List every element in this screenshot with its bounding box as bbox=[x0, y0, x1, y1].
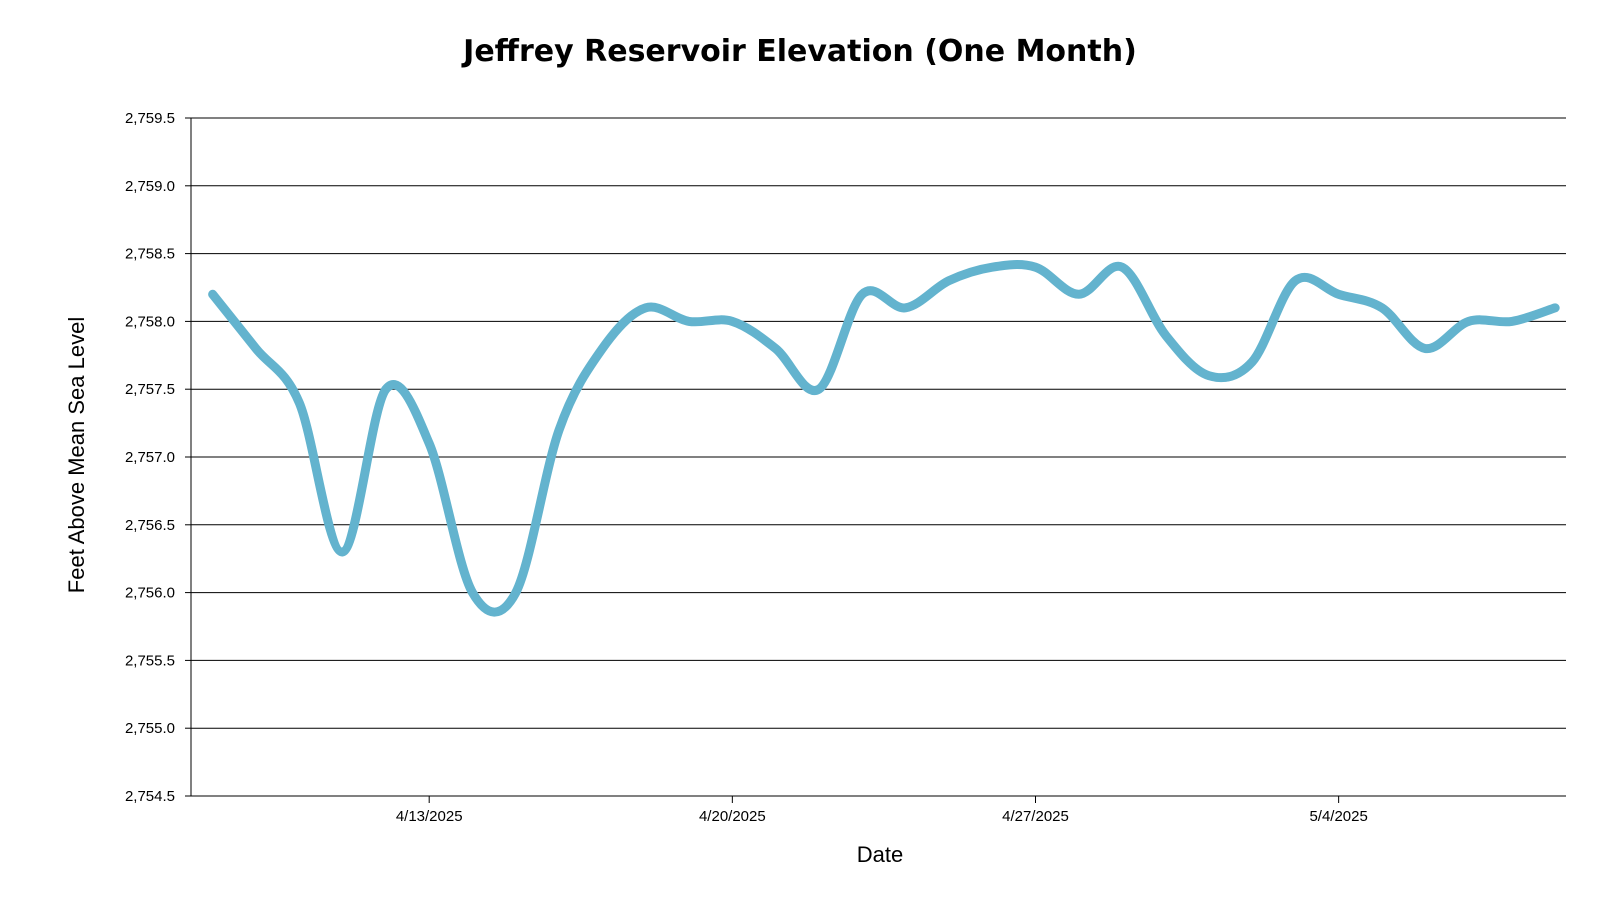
y-tick-label: 2,759.5 bbox=[125, 110, 175, 127]
y-axis-label: Feet Above Mean Sea Level bbox=[64, 317, 89, 593]
y-tick-label: 2,759.0 bbox=[125, 178, 175, 195]
y-tick-label: 2,754.5 bbox=[125, 788, 175, 805]
x-tick-label: 5/4/2025 bbox=[1309, 808, 1367, 825]
y-tick-label: 2,756.5 bbox=[125, 517, 175, 534]
series-line bbox=[208, 260, 1560, 617]
series-layer bbox=[208, 260, 1560, 617]
x-axis-label: Date bbox=[857, 842, 903, 867]
y-axis-ticks: 2,754.5 2,755.0 2,755.5 2,756.0 2,756.5 2,757… bbox=[125, 110, 191, 805]
x-tick-label: 4/13/2025 bbox=[396, 808, 463, 825]
y-tick-label: 2,755.5 bbox=[125, 652, 175, 669]
y-tick-label: 2,757.0 bbox=[125, 449, 175, 466]
y-tick-label: 2,758.0 bbox=[125, 313, 175, 330]
y-tick-label: 2,755.0 bbox=[125, 720, 175, 737]
x-tick-label: 4/20/2025 bbox=[699, 808, 766, 825]
chart-title: Jeffrey Reservoir Elevation (One Month) bbox=[461, 34, 1137, 69]
y-tick-label: 2,756.0 bbox=[125, 585, 175, 602]
grid-lines bbox=[191, 117, 1566, 729]
y-tick-label: 2,757.5 bbox=[125, 381, 175, 398]
x-axis-ticks: 4/13/2025 4/20/2025 4/27/2025 5/4/2025 bbox=[396, 796, 1368, 825]
y-tick-label: 2,758.5 bbox=[125, 246, 175, 263]
x-tick-label: 4/27/2025 bbox=[1002, 808, 1069, 825]
